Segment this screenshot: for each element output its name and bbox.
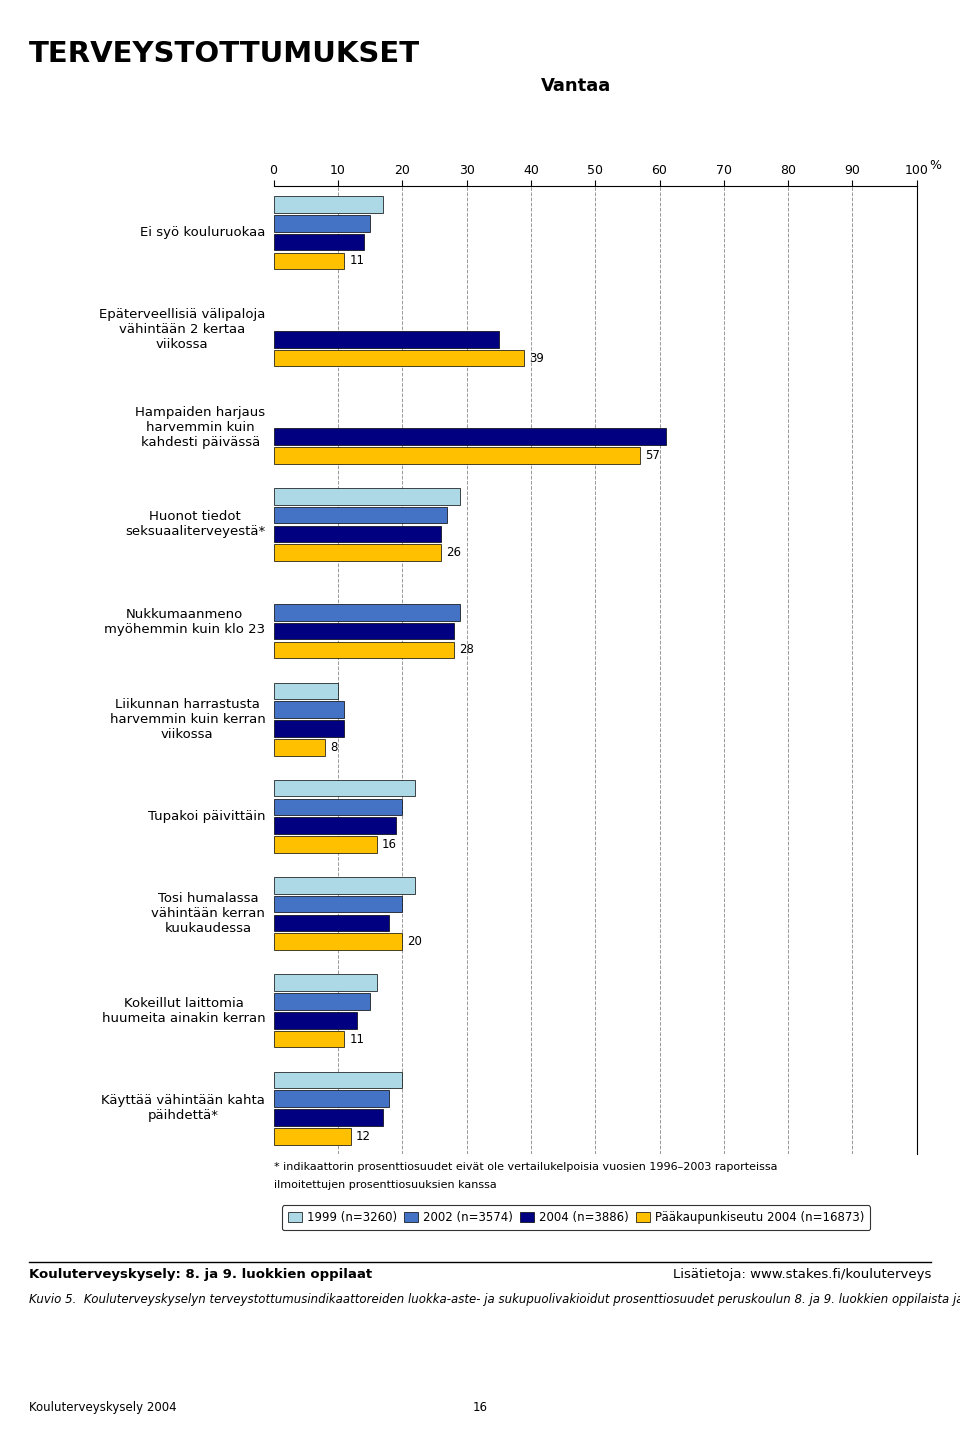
Text: 26: 26 <box>446 546 461 559</box>
Text: 16: 16 <box>472 1401 488 1414</box>
Bar <box>274 878 415 893</box>
Text: 16: 16 <box>382 837 396 850</box>
Bar <box>274 641 454 658</box>
Text: ilmoitettujen prosenttiosuuksien kanssa: ilmoitettujen prosenttiosuuksien kanssa <box>274 1180 496 1190</box>
Text: Vantaa: Vantaa <box>540 77 612 96</box>
Text: Kouluterveyskysely: 8. ja 9. luokkien oppilaat: Kouluterveyskysely: 8. ja 9. luokkien op… <box>29 1268 372 1281</box>
Bar <box>274 447 640 463</box>
Bar <box>274 701 345 718</box>
Bar <box>274 234 364 251</box>
Bar <box>274 683 338 700</box>
Bar <box>274 915 390 931</box>
Text: Lisätietoja: www.stakes.fi/kouluterveys: Lisätietoja: www.stakes.fi/kouluterveys <box>673 1268 931 1281</box>
Bar <box>274 1031 345 1047</box>
Text: Kouluterveyskysely 2004: Kouluterveyskysely 2004 <box>29 1401 177 1414</box>
Bar <box>274 622 454 640</box>
Bar <box>274 994 370 1010</box>
Text: 57: 57 <box>645 449 660 462</box>
Bar <box>274 1110 383 1126</box>
Text: 12: 12 <box>356 1130 371 1143</box>
Text: 39: 39 <box>530 351 544 364</box>
Text: 11: 11 <box>349 1032 365 1045</box>
Bar <box>274 545 441 561</box>
Bar <box>274 215 370 231</box>
Bar <box>274 526 441 542</box>
Text: * indikaattorin prosenttiosuudet eivät ole vertailukelpoisia vuosien 1996–2003 r: * indikaattorin prosenttiosuudet eivät o… <box>274 1162 777 1172</box>
Bar <box>274 350 524 367</box>
Bar <box>274 817 396 835</box>
Bar <box>274 488 460 505</box>
Bar <box>274 799 402 815</box>
Bar <box>274 429 666 445</box>
Text: TERVEYSTOTTUMUKSET: TERVEYSTOTTUMUKSET <box>29 40 420 69</box>
Bar <box>274 739 325 756</box>
Text: %: % <box>929 159 942 172</box>
Bar <box>274 720 345 737</box>
Text: 11: 11 <box>349 254 365 267</box>
Bar <box>274 331 499 347</box>
Bar <box>274 896 402 912</box>
Bar <box>274 506 447 523</box>
Bar <box>274 974 376 991</box>
Bar <box>274 780 415 796</box>
Text: 20: 20 <box>407 935 422 948</box>
Legend: 1999 (n=3260), 2002 (n=3574), 2004 (n=3886), Pääkaupunkiseutu 2004 (n=16873): 1999 (n=3260), 2002 (n=3574), 2004 (n=38… <box>282 1206 870 1230</box>
Text: Kuvio 5.  Kouluterveyskyselyn terveystottumusindikaattoreiden luokka-aste- ja su: Kuvio 5. Kouluterveyskyselyn terveystott… <box>29 1293 960 1306</box>
Text: 8: 8 <box>330 741 338 754</box>
Bar <box>274 934 402 951</box>
Bar <box>274 1129 350 1144</box>
Bar <box>274 604 460 621</box>
Bar <box>274 836 376 853</box>
Text: 28: 28 <box>459 644 473 657</box>
Bar <box>274 1090 390 1107</box>
Bar <box>274 1012 357 1028</box>
Bar <box>274 196 383 212</box>
Bar <box>274 252 345 270</box>
Bar <box>274 1071 402 1088</box>
